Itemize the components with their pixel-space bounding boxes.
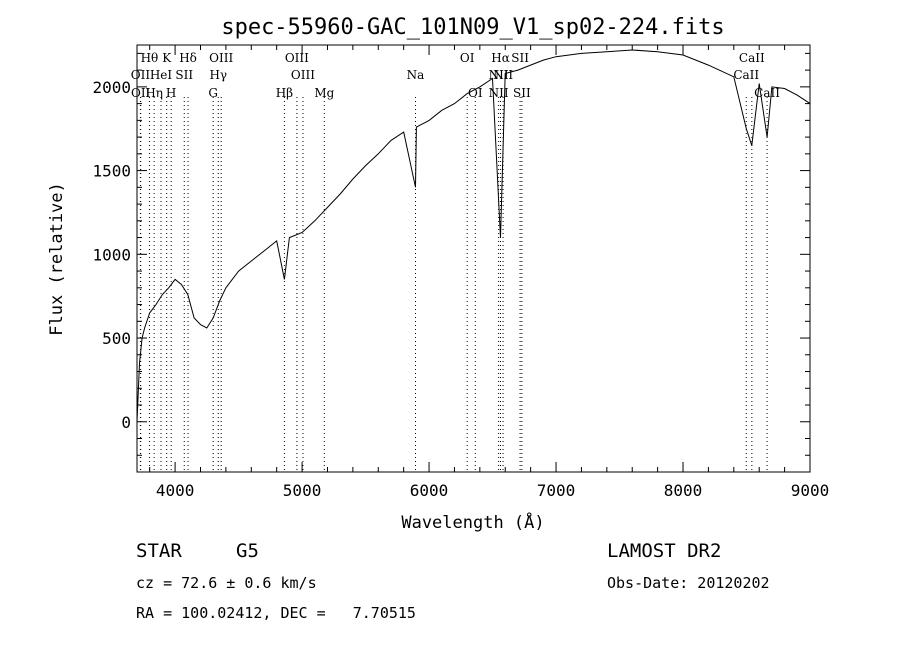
y-tick-label: 2000 — [92, 78, 131, 97]
x-tick-label: 5000 — [283, 481, 322, 500]
x-axis: 4000 5000 6000 7000 8000 9000 — [149, 45, 830, 500]
x-tick-label: 7000 — [537, 481, 576, 500]
line-label: Mg — [314, 86, 334, 100]
line-label: SII — [175, 68, 193, 82]
line-label: OI — [460, 51, 475, 65]
line-label: Hγ — [209, 68, 227, 82]
line-label: H — [166, 86, 176, 100]
velocity-label: cz = 72.6 ± 0.6 km/s — [136, 574, 317, 592]
y-tick-label: 0 — [121, 413, 131, 432]
subclass-label: G5 — [236, 540, 259, 562]
line-label: K — [162, 51, 172, 65]
x-tick-label: 4000 — [156, 481, 195, 500]
line-label: CaII — [733, 68, 759, 82]
x-axis-label: Wavelength (Å) — [401, 511, 544, 533]
line-label: NII — [489, 86, 509, 100]
x-tick-label: 6000 — [410, 481, 449, 500]
line-label: Hβ — [276, 86, 293, 100]
plot-frame — [136, 44, 811, 473]
line-label: NII — [493, 68, 513, 82]
spectrum-line — [136, 49, 811, 422]
line-label: Na — [407, 68, 425, 82]
line-markers — [139, 97, 768, 472]
line-label: SII — [511, 51, 529, 65]
obs-date-label: Obs-Date: 20120202 — [607, 574, 770, 592]
line-label: OIII — [285, 51, 309, 65]
line-label: OII — [131, 68, 151, 82]
x-tick-label: 9000 — [791, 481, 830, 500]
x-tick-label: 8000 — [664, 481, 703, 500]
line-label: Hα — [491, 51, 510, 65]
line-label: Hδ — [179, 51, 197, 65]
line-label: OI — [468, 86, 483, 100]
y-axis-label: Flux (relative) — [47, 182, 67, 336]
y-axis: 0 500 1000 1500 2000 — [92, 52, 810, 456]
line-label: Hη — [145, 86, 163, 100]
line-label: CaII — [754, 86, 780, 100]
line-label: CaII — [739, 51, 765, 65]
line-label: OIII — [291, 68, 315, 82]
y-tick-label: 1000 — [92, 245, 131, 264]
chart-title: spec-55960-GAC_101N09_V1_sp02-224.fits — [221, 15, 724, 40]
spectrum-series — [136, 49, 811, 422]
y-tick-label: 500 — [102, 329, 131, 348]
class-label: STAR — [136, 540, 182, 562]
line-label: OIII — [209, 51, 233, 65]
line-label: SII — [513, 86, 531, 100]
survey-label: LAMOST DR2 — [607, 540, 722, 562]
y-tick-label: 1500 — [92, 162, 131, 181]
line-label: G — [208, 86, 218, 100]
coordinates-label: RA = 100.02412, DEC = 7.70515 — [136, 604, 416, 622]
line-label: NII — [489, 68, 509, 82]
line-label: Hθ — [141, 51, 159, 65]
line-label: OII — [131, 86, 151, 100]
line-label: HeI — [150, 68, 173, 82]
